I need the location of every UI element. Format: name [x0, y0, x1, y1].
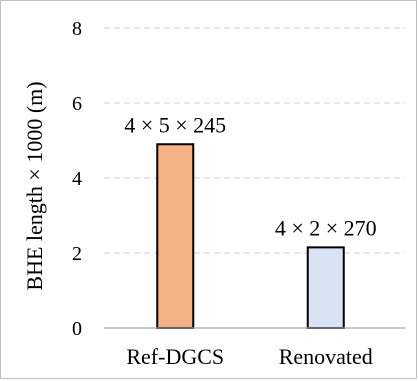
y-tick-label: 8 — [72, 18, 82, 40]
data-label: 4 × 2 × 270 — [275, 215, 377, 240]
category-labels: Ref-DGCS Renovated — [126, 344, 372, 369]
y-axis-title: BHE length × 1000 (m) — [22, 81, 47, 290]
category-label: Ref-DGCS — [126, 344, 224, 369]
y-tick-label: 4 — [72, 168, 82, 190]
y-tick-label: 6 — [72, 93, 82, 115]
bar-renovated — [306, 246, 345, 329]
data-labels: 4 × 5 × 245 4 × 2 × 270 — [124, 112, 376, 240]
y-tick-label: 0 — [72, 318, 82, 340]
gridlines — [104, 27, 405, 254]
data-label: 4 × 5 × 245 — [124, 112, 226, 137]
category-label: Renovated — [279, 344, 373, 369]
y-tick-label: 2 — [72, 243, 82, 265]
bar-ref-dgcs — [156, 143, 195, 329]
y-tick-labels: 0 2 4 6 8 — [72, 18, 82, 340]
